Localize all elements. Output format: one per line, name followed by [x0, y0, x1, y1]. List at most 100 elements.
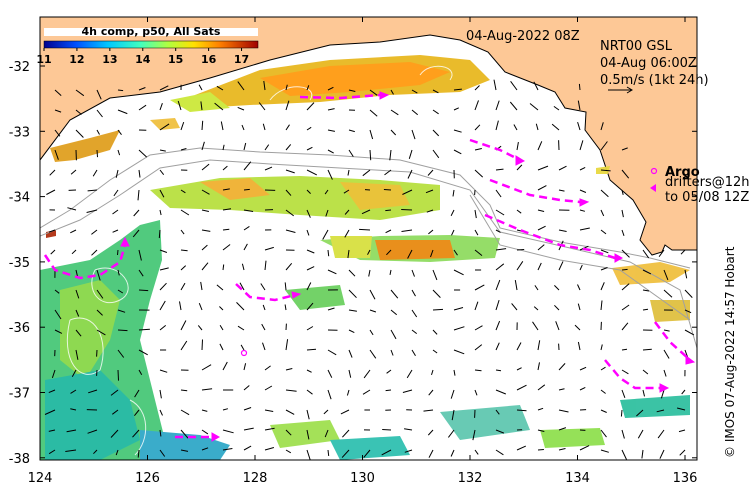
current-arrow	[389, 269, 392, 275]
sst-patches	[40, 55, 690, 460]
current-arrow	[621, 429, 625, 439]
argo-legend-symbol	[650, 167, 658, 175]
current-arrow	[428, 229, 434, 235]
current-arrow	[510, 81, 518, 91]
current-arrow	[67, 207, 77, 211]
lat-tick-label: -36	[9, 321, 30, 336]
current-arrow	[138, 369, 143, 375]
current-arrow	[474, 169, 484, 178]
current-arrow	[285, 449, 292, 454]
current-arrow	[117, 329, 128, 332]
current-arrow	[411, 129, 416, 140]
current-arrow	[432, 329, 438, 335]
current-arrow	[264, 246, 274, 251]
current-arrow	[180, 265, 187, 271]
current-arrow	[159, 282, 167, 291]
current-arrow	[537, 141, 543, 151]
current-arrow	[620, 409, 623, 417]
current-arrow	[450, 209, 455, 217]
colorbar-tick-label: 13	[102, 53, 117, 66]
drifter-head	[579, 198, 590, 207]
current-arrow	[243, 142, 247, 151]
colorbar-tick-label: 14	[135, 53, 151, 66]
current-arrow	[342, 429, 350, 438]
current-arrow	[369, 89, 378, 96]
current-arrow	[404, 449, 413, 453]
current-arrow	[411, 329, 418, 334]
current-arrow	[474, 85, 480, 91]
current-arrow	[87, 429, 98, 434]
current-arrow	[236, 302, 245, 311]
current-arrow	[96, 289, 104, 299]
current-arrow	[306, 348, 317, 351]
current-arrow	[516, 142, 519, 151]
current-arrow	[180, 189, 186, 194]
current-arrow	[516, 409, 527, 412]
current-arrow	[327, 369, 333, 378]
current-arrow	[201, 429, 209, 435]
current-arrow	[404, 428, 413, 431]
current-arrow	[385, 209, 392, 212]
current-arrow	[179, 301, 182, 311]
current-arrow	[369, 309, 377, 313]
current-arrow	[113, 189, 119, 197]
current-arrow	[306, 369, 312, 373]
current-arrow	[138, 169, 141, 178]
current-arrow	[117, 269, 120, 276]
current-arrow	[264, 144, 270, 151]
current-arrow	[600, 141, 608, 151]
current-arrow	[285, 144, 292, 151]
current-arrow	[402, 189, 413, 195]
current-arrow	[453, 107, 460, 111]
current-arrow	[327, 249, 330, 257]
current-arrow	[219, 306, 224, 311]
current-arrow	[306, 302, 314, 311]
current-arrow	[243, 445, 252, 451]
current-arrow	[676, 407, 686, 411]
current-arrow	[621, 283, 630, 291]
current-arrow	[533, 306, 539, 311]
current-arrow	[285, 409, 295, 415]
current-arrow	[324, 189, 329, 195]
current-arrow	[450, 449, 455, 457]
current-arrow	[222, 208, 232, 211]
current-arrow	[180, 429, 189, 439]
current-arrow	[495, 229, 501, 233]
current-arrow	[285, 209, 295, 217]
current-arrow	[577, 121, 581, 131]
drifter-head	[515, 155, 526, 166]
current-arrow	[159, 409, 163, 416]
current-arrow	[198, 303, 203, 311]
current-arrow	[50, 249, 56, 255]
current-arrow	[241, 124, 245, 131]
current-arrow	[451, 409, 455, 421]
current-arrow	[684, 329, 695, 336]
colorbar-tick-label: 11	[36, 53, 51, 66]
current-arrow	[197, 325, 203, 331]
current-arrow	[96, 309, 103, 316]
current-arrow	[642, 308, 649, 311]
current-arrow	[411, 269, 415, 277]
current-arrow	[558, 229, 567, 232]
current-arrow	[91, 249, 98, 256]
current-arrow	[537, 362, 540, 371]
current-arrow	[75, 349, 79, 360]
current-arrow	[474, 229, 479, 236]
current-arrow	[306, 282, 312, 291]
current-arrow	[66, 429, 77, 433]
current-arrow	[390, 289, 399, 299]
product-line-1: NRT00 GSL	[600, 39, 673, 54]
current-arrow	[428, 389, 434, 396]
current-arrow	[369, 349, 377, 359]
current-arrow	[642, 289, 650, 292]
current-arrow	[180, 209, 190, 216]
current-arrow	[432, 289, 441, 298]
current-arrow	[343, 189, 350, 194]
current-arrow	[243, 385, 250, 391]
current-arrow	[663, 369, 667, 377]
drifter-head	[379, 91, 390, 100]
current-arrow	[180, 389, 188, 392]
current-arrow	[362, 169, 371, 177]
current-arrow	[222, 448, 233, 451]
current-arrow	[264, 409, 274, 412]
